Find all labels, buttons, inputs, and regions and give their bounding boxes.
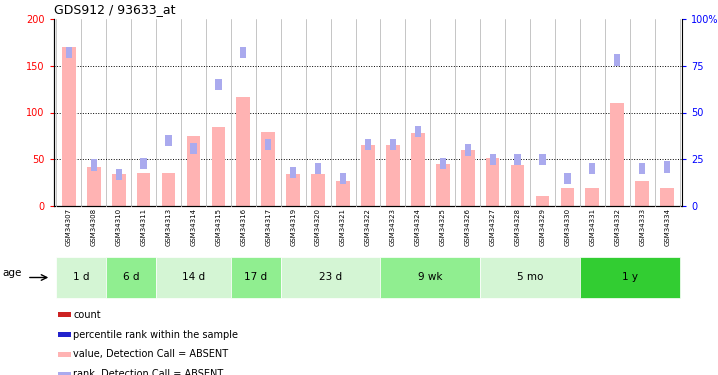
Bar [539,154,546,165]
Bar [564,172,571,184]
Bar [510,165,524,206]
Text: percentile rank within the sample: percentile rank within the sample [73,330,238,340]
Bar [106,257,156,298]
Bar [486,158,500,206]
Bar [261,132,275,206]
Bar [156,257,231,298]
Bar [361,146,375,206]
Bar [614,54,620,66]
Text: 1 y: 1 y [622,273,638,282]
Bar [56,257,106,298]
Bar [514,154,521,165]
Bar [265,139,271,150]
Bar [436,164,449,206]
Text: 1 d: 1 d [73,273,90,282]
Text: rank, Detection Call = ABSENT: rank, Detection Call = ABSENT [73,369,224,375]
Bar [415,126,421,137]
Bar [286,174,300,206]
Bar [215,79,222,90]
Bar [141,158,146,169]
Bar [165,135,172,146]
Bar [241,47,246,58]
Bar [610,103,624,206]
Bar [57,352,71,357]
Text: 6 d: 6 d [123,273,139,282]
Bar [57,372,71,375]
Bar [411,133,424,206]
Bar [390,139,396,150]
Bar [561,188,574,206]
Bar [461,150,475,206]
Bar [536,196,549,206]
Text: 23 d: 23 d [319,273,342,282]
Bar [112,174,126,206]
Bar [290,167,297,178]
Bar [65,47,72,58]
Bar [639,163,645,174]
Bar [90,159,97,171]
Bar [340,172,346,184]
Text: 14 d: 14 d [182,273,205,282]
Bar [589,163,595,174]
Bar [136,173,151,206]
Bar [315,163,321,174]
Bar [212,127,225,206]
Bar [187,136,200,206]
Bar [57,332,71,337]
Bar [480,257,580,298]
Bar [190,142,197,154]
Text: value, Detection Call = ABSENT: value, Detection Call = ABSENT [73,350,228,360]
Bar [365,139,371,150]
Bar [162,173,175,206]
Bar [87,167,101,206]
Bar [57,312,71,317]
Text: GDS912 / 93633_at: GDS912 / 93633_at [54,3,175,16]
Text: age: age [3,268,22,278]
Text: count: count [73,310,101,320]
Bar [664,161,671,172]
Text: 9 wk: 9 wk [418,273,442,282]
Bar [490,154,495,165]
Bar [661,188,674,206]
Bar [62,47,75,206]
Bar [281,257,381,298]
Bar [116,169,122,180]
Bar [381,257,480,298]
Bar [236,97,250,206]
Bar [336,181,350,206]
Bar [439,158,446,169]
Bar [465,144,471,156]
Bar [386,146,400,206]
Bar [312,174,325,206]
Text: 5 mo: 5 mo [517,273,544,282]
Text: 17 d: 17 d [244,273,267,282]
Bar [585,188,600,206]
Bar [635,181,649,206]
Bar [231,257,281,298]
Bar [580,257,680,298]
